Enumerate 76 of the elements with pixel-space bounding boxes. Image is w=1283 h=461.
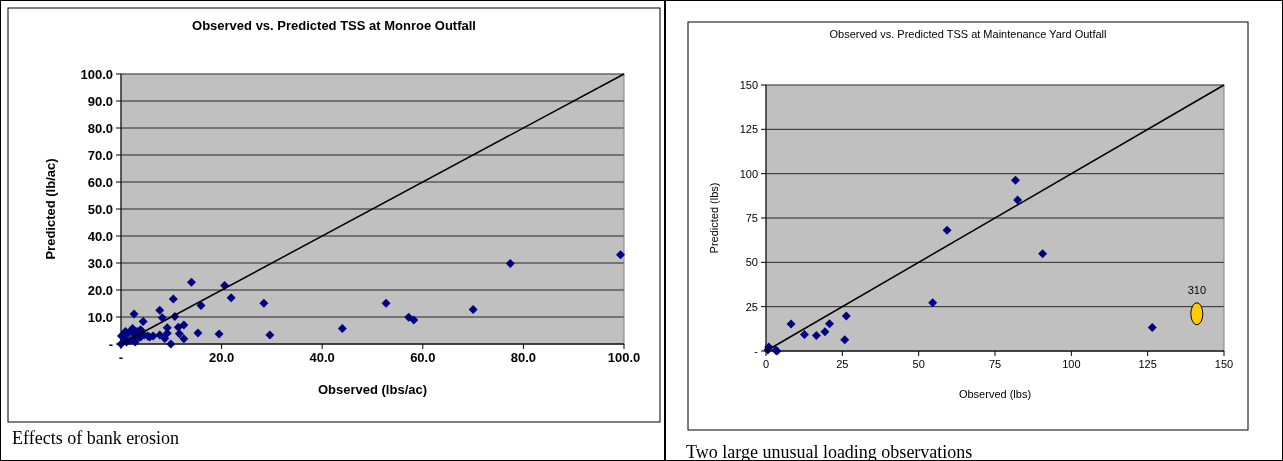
point — [615, 250, 625, 260]
point — [928, 298, 938, 308]
y-tick-label: 100 — [739, 167, 758, 180]
chart-title: Observed vs. Predicted TSS at Maintenance Yard Outfall — [829, 28, 1107, 40]
point — [214, 329, 224, 339]
point — [820, 327, 830, 337]
x-tick-label: 50 — [912, 357, 925, 370]
point — [468, 304, 478, 314]
point — [840, 335, 850, 345]
y-tick-label: 100.0 — [80, 66, 113, 82]
point — [799, 330, 809, 340]
point — [841, 311, 851, 321]
point — [825, 319, 835, 329]
point — [129, 309, 139, 319]
y-axis-title: Predicted (lb/ac) — [43, 158, 58, 260]
annotation: 310 — [1187, 283, 1207, 296]
y-tick-label: 30.0 — [87, 255, 113, 271]
x-tick-label: 75 — [988, 357, 1002, 370]
chart-title: Observed vs. Predicted TSS at Monroe Outfall — [192, 18, 476, 33]
y-tick-label: 80.0 — [87, 120, 113, 136]
y-tick-label: 20.0 — [87, 282, 113, 298]
point — [1013, 195, 1023, 205]
point — [1010, 175, 1020, 185]
point — [265, 330, 275, 340]
point — [404, 312, 414, 322]
point — [1147, 323, 1157, 333]
point — [942, 225, 952, 235]
y-tick-label: 90.0 — [87, 93, 113, 109]
x-tick-label: 100 — [1062, 357, 1081, 370]
x-tick-label: 150 — [1214, 357, 1234, 370]
y-tick-label: 60.0 — [87, 174, 113, 190]
point — [160, 334, 170, 344]
point — [226, 293, 236, 303]
y-tick-label: 50.0 — [87, 201, 113, 217]
point — [786, 319, 796, 329]
point — [155, 305, 165, 315]
point — [259, 298, 269, 308]
point — [179, 334, 189, 344]
point — [138, 317, 148, 327]
y-tick-label: 125 — [739, 123, 758, 136]
point — [155, 330, 165, 340]
point — [1038, 249, 1048, 259]
point — [166, 339, 176, 349]
point — [381, 298, 391, 308]
y-tick-label: - — [108, 336, 113, 352]
point — [196, 300, 206, 310]
x-tick-label: 25 — [836, 357, 849, 370]
x-axis-title: Observed (lbs) — [958, 388, 1032, 400]
point — [173, 322, 183, 332]
point — [157, 313, 167, 323]
point — [505, 259, 515, 269]
point — [811, 330, 821, 340]
y-tick-label: 150 — [739, 78, 758, 91]
x-tick-label: 60.0 — [410, 350, 436, 366]
point — [174, 329, 184, 339]
y-tick-label: 25 — [745, 300, 758, 313]
x-tick-label: 0 — [762, 357, 770, 370]
x-tick-label: 20.0 — [208, 350, 235, 366]
y-tick-label: 40.0 — [87, 228, 113, 244]
point — [337, 324, 347, 334]
y-tick-label: 50 — [745, 256, 758, 269]
x-tick-label: - — [118, 350, 124, 366]
point — [186, 277, 196, 287]
x-tick-label: 100.0 — [607, 350, 641, 366]
y-tick-label: 75 — [745, 211, 758, 224]
y-tick-label: 10.0 — [87, 309, 113, 325]
y-tick-label: 70.0 — [87, 147, 113, 163]
point — [168, 294, 178, 304]
point — [193, 328, 203, 338]
text: Effects of bank erosion — [12, 428, 180, 448]
x-axis-title: Observed (lbs/ac) — [317, 382, 428, 397]
y-axis-title: Predicted (lbs) — [708, 182, 720, 254]
text: Two large unusual loading observations — [686, 442, 973, 461]
x-tick-label: 125 — [1138, 357, 1157, 370]
x-tick-label: 80.0 — [510, 350, 537, 366]
x-tick-label: 40.0 — [309, 350, 335, 366]
